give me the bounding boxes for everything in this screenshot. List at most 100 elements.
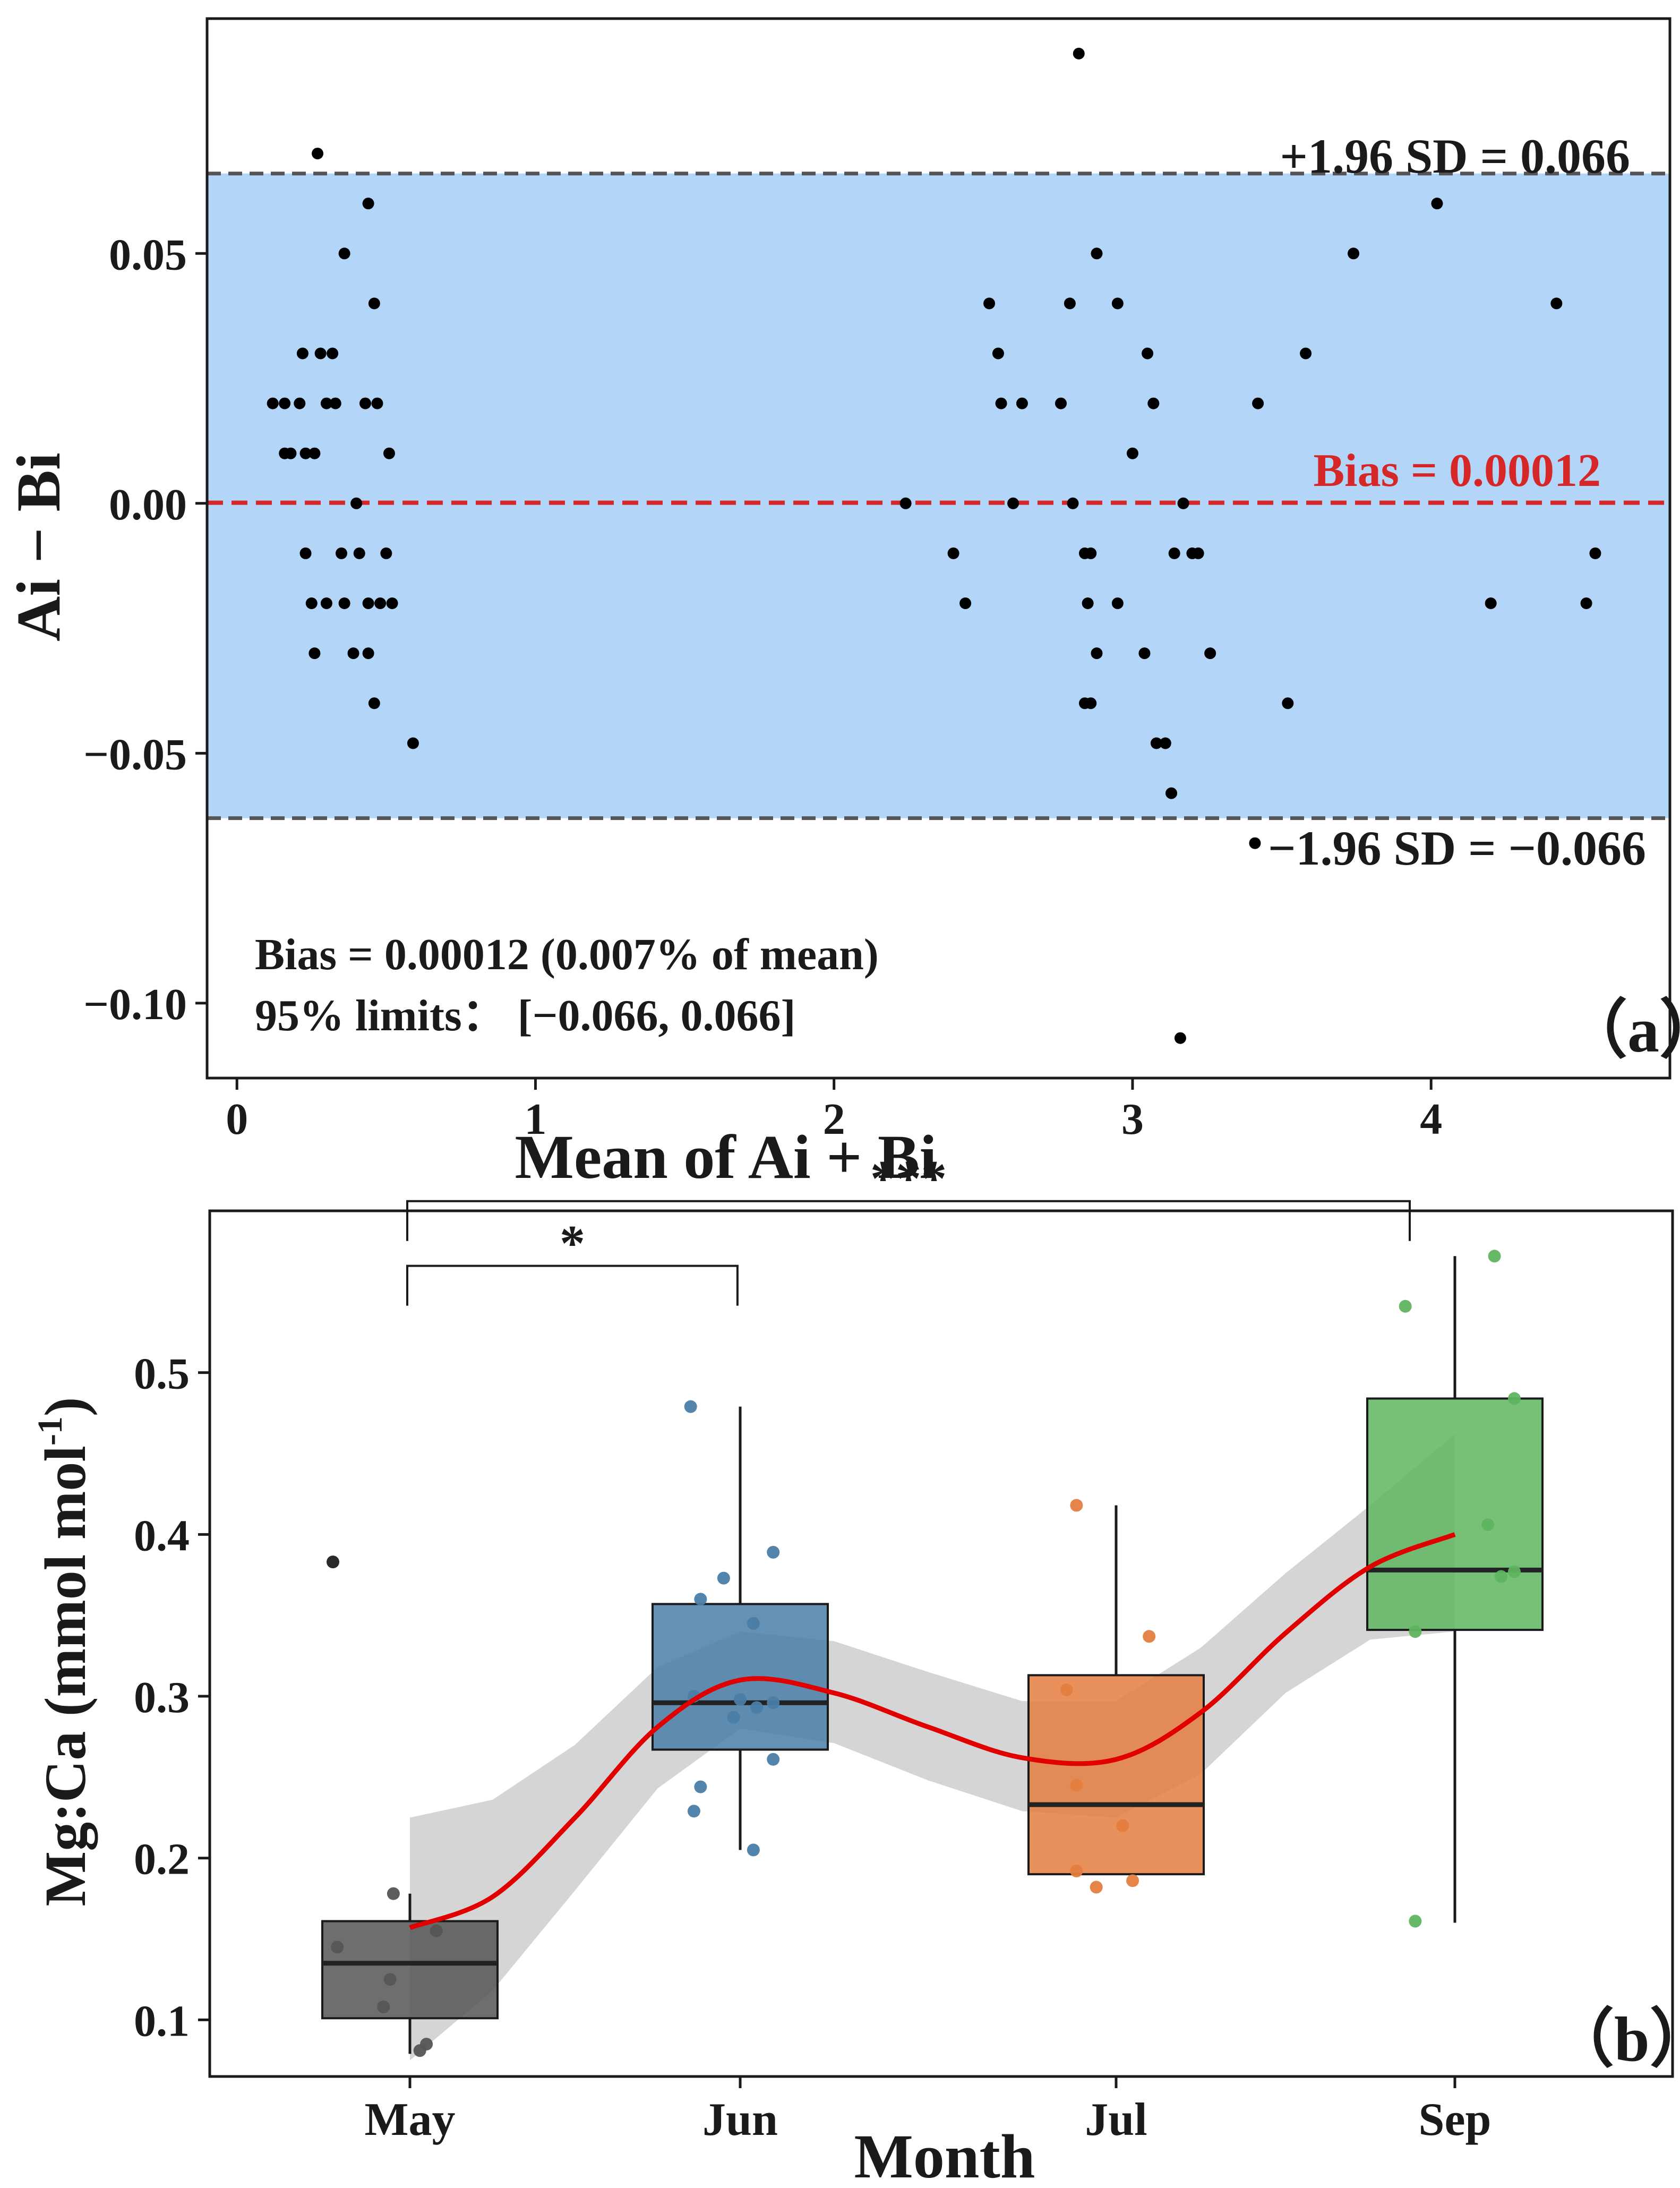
b-point-jun-12 <box>687 1805 700 1818</box>
a-point-2 <box>338 247 350 260</box>
a-annotation-bias: Bias = 0.00012 (0.007% of mean) <box>255 930 879 979</box>
b-panel-label: （b） <box>1550 2004 1680 2074</box>
b-y-axis-title-close: ) <box>33 1397 98 1416</box>
a-point-73 <box>1249 837 1261 849</box>
a-point-72 <box>1348 247 1360 260</box>
b-confidence-band-shape <box>410 1434 1455 2061</box>
a-y-tick-label-0: −0.10 <box>83 980 187 1029</box>
a-point-3 <box>368 297 380 310</box>
b-point-jun-1 <box>767 1545 780 1559</box>
a-point-58 <box>1147 397 1160 409</box>
b-point-jul-0 <box>1070 1499 1083 1512</box>
a-point-9 <box>294 397 306 409</box>
b-point-jul-5 <box>1070 1865 1083 1878</box>
a-point-21 <box>336 547 348 559</box>
a-y-axis-title: Ai − Bi <box>4 452 73 642</box>
a-annotation-limits: 95% limits： [−0.066, 0.066] <box>255 991 795 1040</box>
a-point-53 <box>1085 697 1097 710</box>
b-boxes <box>321 1250 1544 2057</box>
a-x-axis-title: Mean of Ai + Bi <box>515 1122 937 1192</box>
b-point-sep-1 <box>1399 1300 1412 1313</box>
a-point-8 <box>279 397 291 409</box>
a-x-tick-label-3: 3 <box>1121 1095 1144 1144</box>
a-point-13 <box>371 397 383 409</box>
a-point-17 <box>308 447 321 459</box>
a-point-77 <box>1580 597 1592 610</box>
b-x-tick-label-jun: Jun <box>702 2094 778 2146</box>
a-point-50 <box>1111 297 1124 310</box>
a-point-29 <box>386 597 398 610</box>
b-trend-confidence-band <box>410 1434 1455 2061</box>
a-point-7 <box>267 397 279 409</box>
b-point-jul-1 <box>1143 1630 1156 1643</box>
b-point-jun-11 <box>694 1780 707 1793</box>
a-point-4 <box>296 347 308 360</box>
a-point-74 <box>1431 198 1443 210</box>
a-point-76 <box>1550 297 1563 310</box>
a-reference-lines <box>207 172 1670 820</box>
a-point-0 <box>312 148 324 160</box>
a-point-45 <box>1067 497 1079 509</box>
a-scatter-points <box>267 47 1601 1044</box>
b-point-jun-4 <box>747 1617 760 1630</box>
a-point-71 <box>1300 347 1312 360</box>
a-point-78 <box>1589 547 1601 559</box>
b-trend-line <box>409 1532 1456 1930</box>
a-point-56 <box>1126 447 1138 459</box>
b-point-may-0 <box>331 1941 344 1954</box>
a-point-20 <box>299 547 312 559</box>
a-y-tick-label-3: 0.05 <box>109 230 187 279</box>
b-point-jun-2 <box>717 1571 730 1585</box>
b-y-axis-title: Mg:Ca (mmol mol-1) <box>31 1397 98 1906</box>
b-point-sep-3 <box>1481 1518 1495 1532</box>
a-point-48 <box>1073 47 1085 59</box>
b-point-jun-10 <box>767 1753 780 1766</box>
b-sig-label-1: *** <box>870 1150 947 1207</box>
a-point-68 <box>1174 1032 1186 1044</box>
b-point-jun-8 <box>767 1696 780 1710</box>
a-point-18 <box>383 447 395 459</box>
a-point-67 <box>1204 647 1216 660</box>
a-axes: 0 1 2 3 4 −0.10 −0.05 0.00 0.05 <box>83 230 1442 1144</box>
a-loa-band-rect <box>207 173 1670 818</box>
b-point-jul-7 <box>1126 1874 1139 1887</box>
b-point-sep-5 <box>1495 1570 1508 1583</box>
b-point-sep-6 <box>1409 1625 1422 1638</box>
b-point-jun-7 <box>750 1701 764 1714</box>
a-point-25 <box>320 597 332 610</box>
b-y-axis-title-main: Mg:Ca (mmol mol <box>33 1446 98 1907</box>
a-point-11 <box>329 397 341 409</box>
a-point-75 <box>1485 597 1497 610</box>
a-point-30 <box>308 647 321 660</box>
a-point-43 <box>1055 397 1067 409</box>
a-point-10 <box>320 397 332 409</box>
a-point-5 <box>314 347 327 360</box>
b-point-jun-6 <box>734 1693 747 1706</box>
b-point-jun-13 <box>747 1843 760 1857</box>
a-point-38 <box>983 297 996 310</box>
a-point-41 <box>1016 397 1028 409</box>
b-point-sep-0 <box>1488 1250 1501 1263</box>
a-x-tick-label-4: 4 <box>1420 1095 1442 1144</box>
a-point-31 <box>347 647 359 660</box>
b-x-axis-title: Month <box>854 2122 1035 2188</box>
b-trend-curve <box>409 1532 1456 1930</box>
a-point-15 <box>285 447 297 459</box>
a-point-35 <box>899 497 912 509</box>
b-x-tick-label-may: May <box>364 2094 455 2146</box>
b-y-tick-label-2: 0.3 <box>134 1673 190 1722</box>
a-point-27 <box>362 597 374 610</box>
a-point-22 <box>353 547 365 559</box>
a-point-23 <box>380 547 392 559</box>
a-point-57 <box>1142 347 1154 360</box>
b-box-jun <box>652 1603 829 1751</box>
a-point-32 <box>362 647 374 660</box>
b-box-jul <box>1027 1674 1205 1876</box>
a-point-42 <box>1007 497 1019 509</box>
b-outlier-may-0 <box>327 1555 339 1569</box>
b-point-may-4 <box>377 2000 390 2013</box>
a-point-33 <box>368 697 380 710</box>
b-x-tick-label-jul: Jul <box>1085 2094 1147 2146</box>
b-point-jul-3 <box>1070 1779 1083 1792</box>
